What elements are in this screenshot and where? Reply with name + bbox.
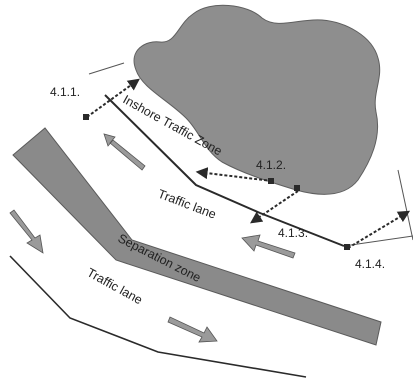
land-mass bbox=[133, 4, 381, 195]
lower-lane-outer-limit bbox=[9, 255, 307, 378]
separation-zone-band bbox=[12, 127, 382, 346]
ref-label-4-1-2: 4.1.2. bbox=[256, 158, 286, 172]
ref-arrow-4-1-1 bbox=[83, 78, 140, 120]
ref-arrow-4-1-2 bbox=[195, 167, 274, 184]
outer-boundary-line bbox=[397, 169, 413, 241]
traffic-lane-lower-label: Traffic lane bbox=[85, 265, 145, 307]
lane-direction-arrow-upper-left bbox=[103, 133, 146, 171]
ref-label-4-1-4: 4.1.4. bbox=[355, 257, 385, 271]
traffic-lane-upper-label: Traffic lane bbox=[156, 187, 218, 222]
outer-boundary-line-lower bbox=[343, 235, 413, 247]
ref-label-4-1-1: 4.1.1. bbox=[50, 85, 80, 99]
ref-arrow-4-1-4 bbox=[344, 210, 411, 250]
lane-direction-arrow-lower-left bbox=[9, 209, 44, 254]
coastline-boundary bbox=[88, 62, 125, 75]
ref-label-4-1-3: 4.1.3. bbox=[278, 226, 308, 240]
traffic-lane-inner-limit bbox=[104, 94, 345, 247]
lane-direction-arrow-lower-right bbox=[167, 316, 218, 343]
ref-arrow-4-1-3 bbox=[250, 185, 300, 224]
lane-direction-arrow-upper-right bbox=[241, 234, 296, 259]
